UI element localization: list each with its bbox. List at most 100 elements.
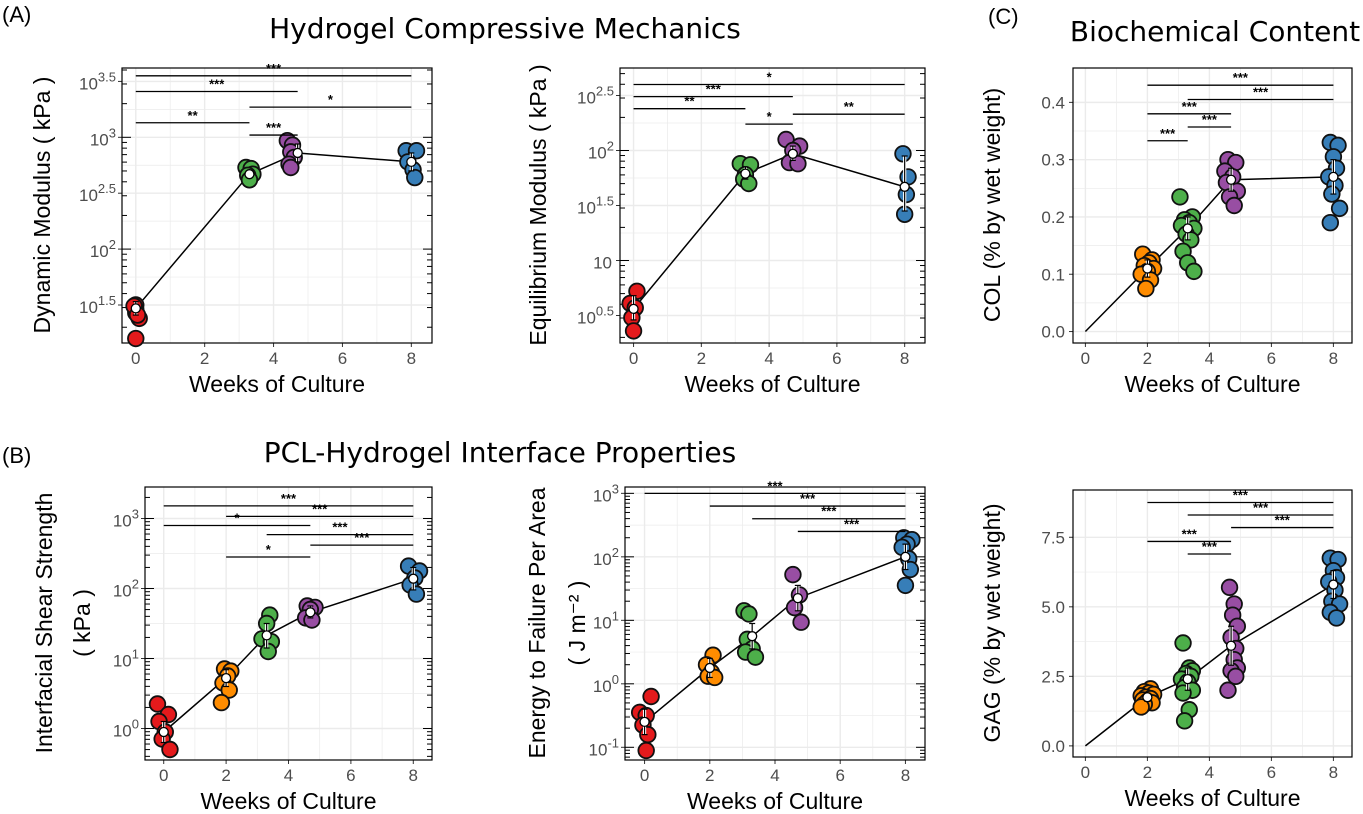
y-tick-label: 0.3 <box>1041 151 1065 170</box>
data-point <box>1219 681 1237 699</box>
mean-trend-line <box>633 153 905 310</box>
significance-label: *** <box>1182 526 1198 541</box>
significance-label: *** <box>281 491 297 506</box>
data-point <box>406 168 424 187</box>
x-tick-label: 6 <box>835 766 844 785</box>
mean-marker <box>261 630 272 641</box>
significance-label: ** <box>188 108 199 123</box>
y-tick-label: 102 <box>588 139 614 163</box>
x-tick-label: 6 <box>346 766 355 785</box>
x-tick-label: 2 <box>200 349 209 368</box>
data-point <box>624 322 643 340</box>
x-tick-label: 8 <box>407 349 416 368</box>
x-tick-label: 2 <box>1143 763 1152 782</box>
significance-label: *** <box>1202 112 1218 127</box>
mean-marker <box>704 662 715 674</box>
y-tick-label: 100 <box>593 672 619 696</box>
mean-marker <box>1328 579 1339 590</box>
data-point <box>212 693 231 712</box>
significance-label: ** <box>684 94 695 109</box>
y-axis-unit: ( kPa ) <box>69 589 95 657</box>
mean-marker <box>628 303 639 315</box>
data-point <box>1185 262 1203 281</box>
y-axis-title: Equilibrium Modulus ( kPa ) <box>525 64 551 345</box>
x-tick-label: 8 <box>901 766 910 785</box>
plot-area <box>1073 490 1352 757</box>
x-tick-label: 4 <box>1205 763 1214 782</box>
x-tick-label: 0 <box>159 766 168 785</box>
x-tick-label: 8 <box>900 349 909 368</box>
significance-label: *** <box>821 504 837 519</box>
significance-label: *** <box>354 530 370 545</box>
y-tick-label: 101 <box>593 608 619 632</box>
section-c-title: Biochemical Content <box>1070 15 1360 48</box>
significance-label: * <box>234 511 240 526</box>
data-point <box>1175 712 1194 730</box>
mean-marker <box>305 607 316 618</box>
y-tick-label: 0.1 <box>1041 265 1065 284</box>
y-tick-label: 102.5 <box>79 181 116 205</box>
mean-marker <box>1225 640 1237 651</box>
section-c-letter: (C) <box>988 4 1019 29</box>
data-point <box>1330 199 1349 218</box>
section-a-letter: (A) <box>2 2 31 27</box>
x-tick-label: 2 <box>705 766 714 785</box>
data-point <box>637 741 655 760</box>
x-axis-title: Weeks of Culture <box>1125 785 1301 811</box>
data-point <box>1227 667 1245 686</box>
chart-equilibrium-modulus: 0 2 4 6 8 100.5 10 101.5 102 102.5 Weeks of Cultur… <box>525 64 926 397</box>
data-point <box>1327 609 1346 627</box>
y-tick-label: 0.0 <box>1041 323 1065 342</box>
y-tick-label: 5.0 <box>1041 598 1065 617</box>
chart-dynamic-modulus: 0 2 4 6 8 101.5 102 102.5 103 103.5 Weeks of Cultu… <box>29 61 433 397</box>
plot-frame <box>1072 67 1353 344</box>
y-tick-label: 102 <box>90 237 116 261</box>
significance-label: * <box>767 109 773 124</box>
y-tick-label: 7.5 <box>1041 528 1065 547</box>
plot-frame <box>1072 489 1353 758</box>
x-tick-label: 2 <box>1143 349 1152 368</box>
y-tick-label: 103 <box>113 507 139 531</box>
mean-marker <box>900 551 911 562</box>
significance-label: *** <box>1182 99 1198 114</box>
mean-marker <box>747 631 758 642</box>
section-b-title: PCL-Hydrogel Interface Properties <box>264 436 737 469</box>
significance-label: *** <box>1202 539 1218 554</box>
significance-label: *** <box>800 491 816 506</box>
y-tick-label: 0.4 <box>1041 93 1065 112</box>
mean-marker <box>244 169 255 180</box>
y-tick-label: 101 <box>113 647 139 671</box>
data-point <box>784 565 802 584</box>
mean-marker <box>1225 174 1237 185</box>
x-tick-label: 2 <box>221 766 230 785</box>
data-point <box>1225 196 1243 215</box>
x-axis-title: Weeks of Culture <box>685 371 861 397</box>
significance-label: *** <box>1160 126 1176 141</box>
data-point <box>740 605 758 623</box>
significance-label: *** <box>312 501 328 516</box>
mean-marker <box>1328 171 1339 183</box>
y-tick-label: 101.5 <box>577 194 614 218</box>
data-point <box>896 576 915 595</box>
x-tick-label: 8 <box>1329 763 1338 782</box>
x-tick-label: 4 <box>269 349 278 368</box>
mean-marker <box>899 181 910 192</box>
data-point <box>1321 213 1340 232</box>
x-tick-label: 4 <box>764 349 773 368</box>
plot-frame <box>624 486 926 761</box>
mean-marker <box>408 573 419 584</box>
x-axis-title: Weeks of Culture <box>1125 371 1301 397</box>
significance-label: *** <box>706 82 722 97</box>
x-tick-label: 8 <box>409 766 418 785</box>
y-axis-title: GAG (% by wet weight) <box>979 503 1005 742</box>
chart-gag-content: 0 2 4 6 8 0.0 2.5 5.0 7.5 Weeks of Culture GAG (% … <box>979 488 1353 811</box>
mean-marker <box>792 592 803 604</box>
chart-shear-strength: 0 2 4 6 8 100 101 102 103 Weeks of Culture Interfa… <box>31 486 433 814</box>
significance-label: *** <box>332 520 348 535</box>
mean-marker <box>220 672 232 684</box>
y-tick-label: 102 <box>593 545 619 569</box>
plot-frame <box>619 67 926 344</box>
significance-label: *** <box>844 516 860 531</box>
mean-marker <box>406 156 417 168</box>
x-tick-label: 6 <box>832 349 841 368</box>
